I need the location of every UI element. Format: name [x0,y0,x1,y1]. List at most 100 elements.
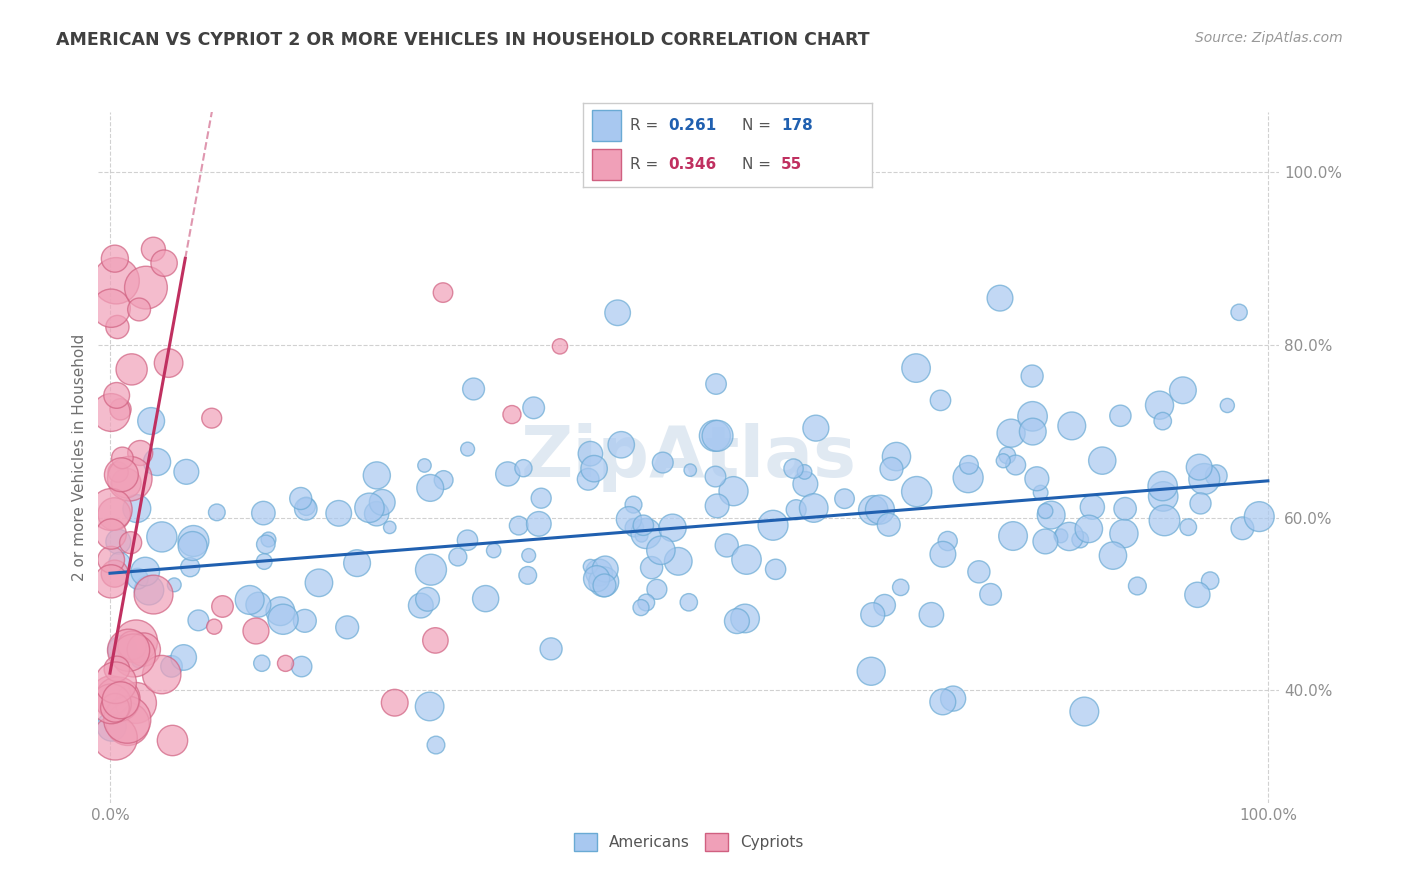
Point [651,456,673,470]
Point [105,662,128,676]
Point [1171,384,1194,398]
Point [593,562,616,576]
Point [274,657,297,671]
Point [120,535,142,549]
Point [1000,426,1022,441]
Point [762,518,785,533]
Point [359,500,381,515]
Text: Source: ZipAtlas.com: Source: ZipAtlas.com [1195,31,1343,45]
Point [105,274,128,288]
Point [110,467,132,482]
Point [905,484,928,499]
Point [328,506,350,520]
Point [153,256,176,270]
Point [704,469,727,483]
Point [585,572,607,586]
Point [862,607,884,622]
Point [409,599,432,613]
Point [1109,409,1132,423]
Point [929,393,952,408]
Point [1004,458,1026,472]
Point [1153,513,1175,527]
Point [239,593,262,607]
Point [661,521,683,535]
Point [125,501,148,516]
Point [100,697,122,711]
Point [1040,508,1063,522]
Point [121,638,143,652]
Point [501,408,523,422]
Point [142,588,165,602]
Text: R =: R = [630,157,662,172]
Point [118,472,141,486]
Point [115,476,138,491]
Text: 178: 178 [780,118,813,133]
Point [105,388,128,402]
Point [623,521,645,535]
Point [1035,504,1057,518]
Point [1149,398,1171,412]
Point [125,634,148,648]
Bar [592,111,621,141]
Point [100,574,122,589]
Point [257,533,280,547]
Point [679,463,702,477]
Point [617,512,640,526]
Point [725,614,748,628]
Point [735,552,758,566]
Point [181,539,204,553]
Point [104,700,127,714]
Point [785,502,807,516]
Point [706,499,728,513]
Point [877,517,900,532]
Point [146,455,169,469]
Point [583,461,606,475]
Point [366,468,388,483]
Point [579,559,602,574]
Point [413,458,436,473]
Point [886,450,908,464]
Point [610,438,633,452]
Point [1187,588,1209,602]
Point [765,562,787,576]
Point [636,595,658,609]
Point [252,506,274,520]
Point [1216,399,1239,413]
Point [294,502,316,516]
Point [1152,414,1174,428]
Point [1188,460,1211,475]
Text: 55: 55 [780,157,803,172]
Legend: Americans, Cypriots: Americans, Cypriots [568,827,810,857]
Point [1199,574,1222,588]
Point [100,502,122,516]
Point [932,547,955,561]
Text: AMERICAN VS CYPRIOT 2 OR MORE VEHICLES IN HOUSEHOLD CORRELATION CHART: AMERICAN VS CYPRIOT 2 OR MORE VEHICLES I… [56,31,870,49]
Point [920,607,942,622]
Point [1112,526,1135,541]
Point [873,598,896,612]
Point [548,339,571,353]
Point [793,465,815,479]
Point [1249,509,1271,524]
Point [1152,490,1174,504]
Point [716,538,738,552]
Point [482,543,505,558]
Point [804,421,827,435]
Point [1021,369,1043,384]
Point [957,471,980,485]
Point [420,563,443,577]
Point [125,696,148,710]
Point [862,503,884,517]
Point [100,301,122,316]
Point [104,675,127,690]
Point [110,402,132,417]
Point [187,613,209,627]
Point [527,516,550,531]
Point [1022,425,1045,439]
Point [706,429,728,443]
Point [107,692,129,706]
Point [108,556,131,570]
Point [1069,533,1091,547]
Point [623,498,645,512]
Point [117,643,139,657]
